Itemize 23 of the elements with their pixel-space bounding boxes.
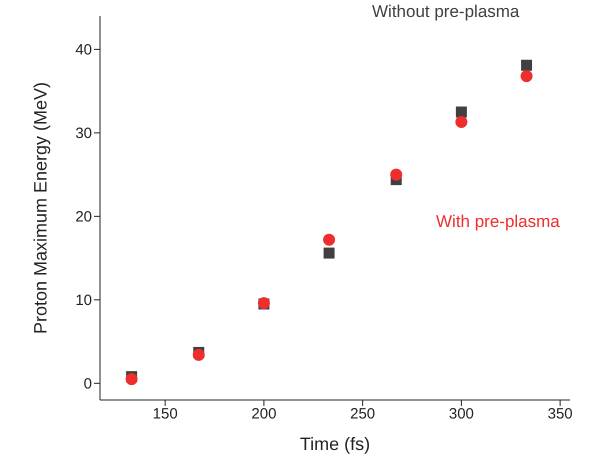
point: [456, 106, 467, 118]
point: [521, 60, 532, 71]
x-tick-label: 150: [152, 406, 178, 423]
x-tick-label: 350: [548, 406, 573, 423]
point: [192, 348, 205, 361]
y-tick-label: 40: [75, 42, 92, 59]
y-tick-label: 20: [75, 208, 92, 226]
point: [520, 70, 533, 82]
point: [324, 248, 335, 259]
point: [323, 234, 336, 246]
y-tick-label: 30: [75, 125, 92, 142]
x-tick-label: 300: [448, 406, 474, 423]
point: [390, 168, 402, 181]
y-tick-label: 10: [75, 292, 92, 310]
text: With pre-plasma: [436, 212, 560, 232]
x-tick-label: 250: [350, 406, 376, 423]
y-axis-title: Proton Maximum Energy (MeV): [30, 82, 50, 334]
point: [126, 373, 138, 386]
point: [455, 116, 468, 128]
x-tick-label: 200: [251, 406, 276, 423]
x-axis-title: Time (fs): [300, 434, 370, 454]
text: Without pre-plasma: [372, 2, 520, 22]
y-tick-label: 0: [84, 376, 92, 393]
